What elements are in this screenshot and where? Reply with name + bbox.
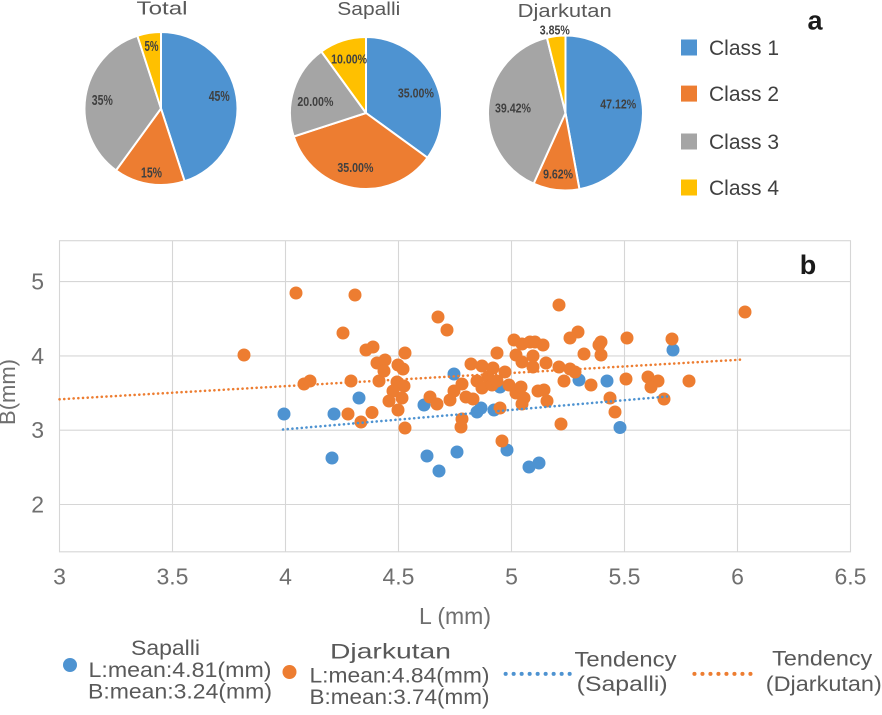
svg-text:3: 3 — [31, 417, 44, 443]
svg-text:4: 4 — [31, 343, 44, 369]
svg-text:4: 4 — [279, 564, 292, 590]
svg-text:6.5: 6.5 — [835, 564, 867, 590]
svg-text:(Djarkutan): (Djarkutan) — [766, 673, 882, 696]
svg-text:35.00%: 35.00% — [398, 87, 434, 101]
svg-text:2: 2 — [31, 492, 44, 518]
svg-text:L:mean:4.81(mm): L:mean:4.81(mm) — [89, 659, 272, 682]
svg-text:5: 5 — [505, 564, 518, 590]
svg-text:Sapalli: Sapalli — [337, 0, 400, 19]
svg-text:5: 5 — [31, 269, 44, 295]
svg-text:L:mean:4.84(mm): L:mean:4.84(mm) — [310, 665, 490, 688]
svg-text:35%: 35% — [92, 93, 113, 109]
svg-text:a: a — [807, 6, 823, 36]
svg-text:4.5: 4.5 — [383, 564, 415, 590]
svg-text:5.5: 5.5 — [609, 564, 641, 590]
svg-text:Tendency: Tendency — [575, 649, 678, 672]
svg-text:9.62%: 9.62% — [543, 168, 573, 182]
svg-text:Class 3: Class 3 — [709, 131, 779, 154]
svg-text:Class 4: Class 4 — [709, 177, 779, 200]
svg-text:L (mm): L (mm) — [419, 603, 491, 629]
svg-text:B:mean:3.24(mm): B:mean:3.24(mm) — [88, 681, 272, 704]
svg-text:35.00%: 35.00% — [337, 161, 373, 175]
svg-text:b: b — [800, 250, 817, 280]
svg-text:3.5: 3.5 — [157, 564, 189, 590]
svg-text:20.00%: 20.00% — [297, 95, 333, 109]
svg-text:Class 1: Class 1 — [709, 37, 779, 60]
svg-text:Class 2: Class 2 — [709, 83, 779, 106]
svg-text:Sapalli: Sapalli — [131, 637, 200, 660]
svg-text:10.00%: 10.00% — [331, 53, 367, 67]
svg-text:3.85%: 3.85% — [540, 24, 570, 38]
svg-text:(Sapalli): (Sapalli) — [577, 673, 668, 696]
svg-text:Tendency: Tendency — [772, 648, 873, 671]
svg-text:Total: Total — [137, 0, 188, 19]
svg-text:6: 6 — [731, 564, 744, 590]
svg-text:15%: 15% — [141, 166, 162, 182]
svg-text:B:mean:3.74(mm): B:mean:3.74(mm) — [310, 686, 490, 709]
svg-text:Djarkutan: Djarkutan — [518, 1, 612, 21]
svg-text:45%: 45% — [209, 89, 230, 105]
svg-text:47.12%: 47.12% — [600, 98, 636, 112]
svg-text:5%: 5% — [145, 39, 159, 55]
svg-text:B(mm): B(mm) — [0, 359, 20, 425]
svg-text:3: 3 — [53, 564, 66, 590]
svg-text:39.42%: 39.42% — [495, 102, 531, 116]
svg-text:Djarkutan: Djarkutan — [330, 641, 451, 664]
